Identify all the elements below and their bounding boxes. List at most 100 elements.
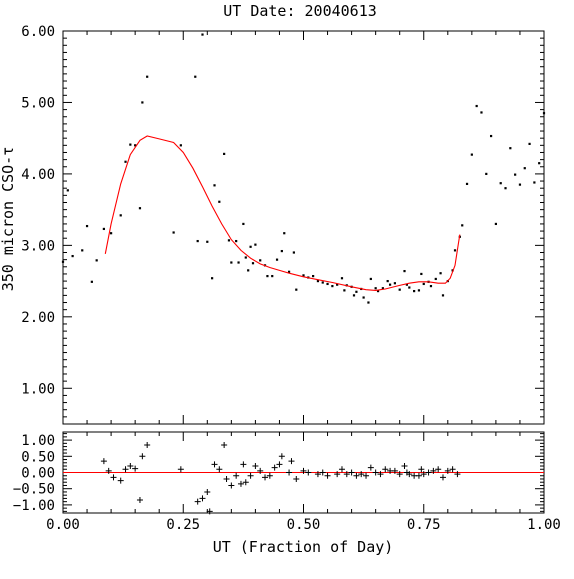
residual-point [343,471,350,478]
residual-point [278,453,285,460]
tau-data-point [244,256,247,259]
tau-data-point [266,274,269,278]
residual-point [401,463,408,470]
tau-fit-line [104,135,461,291]
tau-data-point [504,187,507,190]
tau-data-point [465,182,469,186]
tau-data-point [129,143,132,146]
tau-data-point [398,288,401,291]
tau-data-point [242,222,245,226]
tau-data-point [542,112,546,115]
residual-point [367,464,374,471]
tau-data-point [439,272,442,275]
tau-data-point [95,259,98,262]
residual-point [228,482,235,489]
tau-data-point [61,260,65,263]
tau-data-point [134,144,137,147]
main-panel: 1.00 2.00 3.00 4.00 5.00 6.00 [21,24,546,425]
tau-data-point [259,259,262,262]
tau-data-point [417,289,421,292]
residual-point [199,495,206,502]
tau-data-point [420,272,423,276]
tau-data-point [489,134,493,138]
residual-point [105,467,112,474]
tau-data-point [211,277,214,280]
residual-panel: −1.00−0.500.000.501.000.00 0.25 0.50 0.75 1.… [13,431,561,533]
tau-data-point [179,144,182,147]
residual-point [444,467,451,474]
tau-data-point [403,269,406,273]
residual-point [435,466,442,473]
residual-point [100,458,107,465]
residual-point [122,466,129,473]
residual-point [425,469,432,476]
residual-point [382,466,389,473]
residual-point [233,472,240,479]
x-axis-label: UT (Fraction of Day) [213,538,394,556]
tau-data-point [90,280,93,283]
residual-point [363,472,370,479]
x-tick-label: 0.00 [46,517,80,533]
residual-y-tick-label: 0.50 [21,449,55,465]
residual-point [454,471,461,478]
tau-data-point [422,282,425,286]
residual-point [136,497,143,504]
residual-point [288,458,295,465]
tau-data-point [340,277,344,280]
tau-data-point [352,294,356,297]
tau-data-point [312,274,315,278]
tau-data-point [528,142,531,145]
residual-point [223,475,230,482]
residual-point [449,466,456,473]
tau-data-point [287,270,291,273]
tau-data-point [235,239,238,243]
tau-data-point [369,277,372,281]
tau-data-point [538,162,541,165]
residual-point [420,471,427,478]
y-axis-label: 350 micron CSO-τ [0,147,17,292]
residual-point [139,453,146,460]
tau-data-point [81,249,84,252]
residual-point [271,464,278,471]
tau-data-point [321,281,324,284]
residual-point [286,469,293,476]
main-plot-frame [62,30,545,425]
tau-data-point [514,173,517,176]
residual-point [348,469,355,476]
tau-data-point [388,283,392,286]
tau-data-point [499,182,502,185]
tau-data-point [230,261,233,264]
tau-data-point [66,189,69,192]
tau-data-point [280,249,283,253]
tau-data-point [381,287,384,290]
tau-data-point [271,274,274,278]
x-tick-label: 0.50 [287,517,321,533]
y-tick-label: 2.00 [21,310,55,326]
x-tick-label: 1.00 [527,517,561,533]
tau-data-point [485,172,488,176]
tau-data-point [110,232,113,235]
residual-point [242,479,249,486]
residual-point [324,472,331,479]
tau-data-point [295,288,298,291]
residual-point [314,471,321,478]
tau-data-point [336,283,339,286]
tau-data-point [367,301,370,304]
residual-point [334,471,341,478]
tau-data-point [302,274,305,277]
tau-data-point [533,181,536,184]
tau-data-point [355,290,358,293]
residual-point [177,466,184,473]
tau-data-point [376,289,380,293]
tau-data-point [138,207,142,210]
tau-data-point [141,101,144,104]
residual-point [430,467,437,474]
residual-point [262,474,269,481]
tau-data-point [429,284,433,288]
residual-point [396,471,403,478]
tau-data-point [480,111,483,114]
residual-y-tick-label: −1.00 [13,498,55,514]
tau-data-point [326,282,329,286]
residual-point [216,466,223,473]
